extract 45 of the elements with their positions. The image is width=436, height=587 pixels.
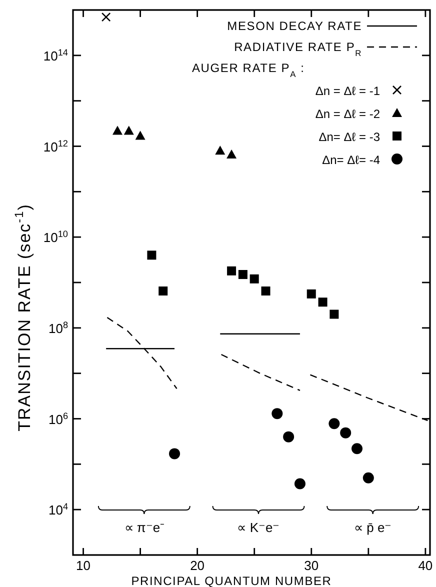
point xyxy=(340,427,352,438)
x-axis-title: PRINCIPAL QUANTUM NUMBER xyxy=(131,574,332,587)
legend-label: MESON DECAY RATE xyxy=(227,19,362,33)
y-tick-label: 10$^{8}$ xyxy=(48,320,68,336)
point xyxy=(306,289,316,298)
point xyxy=(101,12,111,22)
x-tick-label: 30 xyxy=(304,558,319,573)
legend-label: Δn = Δℓ = -2 xyxy=(315,107,380,121)
point xyxy=(272,408,283,420)
point xyxy=(261,286,270,296)
legend-label: Δn = Δℓ = -1 xyxy=(315,84,380,98)
x-tick-label: 10 xyxy=(76,558,90,573)
point xyxy=(352,443,363,454)
point xyxy=(362,472,374,484)
y-tick-label: 10$^{10}$ xyxy=(43,229,68,246)
x-tick-label: 20 xyxy=(190,558,205,573)
point xyxy=(330,310,339,319)
x-tick-label: 40 xyxy=(418,558,433,573)
point xyxy=(147,250,156,260)
annotation: ∝ K⁻e⁻ xyxy=(237,520,280,535)
point xyxy=(158,286,168,296)
point xyxy=(250,274,259,284)
point xyxy=(226,149,237,158)
point xyxy=(215,146,226,155)
y-tick-label: 10$^{6}$ xyxy=(48,410,68,427)
y-tick-label: 10$^{14}$ xyxy=(43,47,68,64)
legend-label: Δn= Δℓ = -3 xyxy=(318,130,380,144)
point xyxy=(169,448,180,460)
y-tick-label: 10$^{12}$ xyxy=(43,138,68,154)
point xyxy=(294,478,306,490)
point xyxy=(124,126,134,135)
legend-title: AUGER RATE P$_{A}$ : xyxy=(192,61,305,79)
legend-label: Δn= Δℓ= -4 xyxy=(322,153,380,167)
point xyxy=(238,270,248,280)
y-tick-label: 10$^{4}$ xyxy=(48,502,68,518)
annotation: ∝ π⁻e⁻ xyxy=(124,520,164,535)
point xyxy=(135,130,146,140)
annotation: ∝ p̄ e⁻ xyxy=(354,520,392,535)
point xyxy=(318,298,328,307)
point xyxy=(328,418,340,430)
line-series xyxy=(106,316,178,390)
point xyxy=(283,431,294,442)
point xyxy=(112,126,122,135)
legend-label: RADIATIVE RATE P$_{R}$ xyxy=(234,40,362,58)
point xyxy=(227,266,236,276)
